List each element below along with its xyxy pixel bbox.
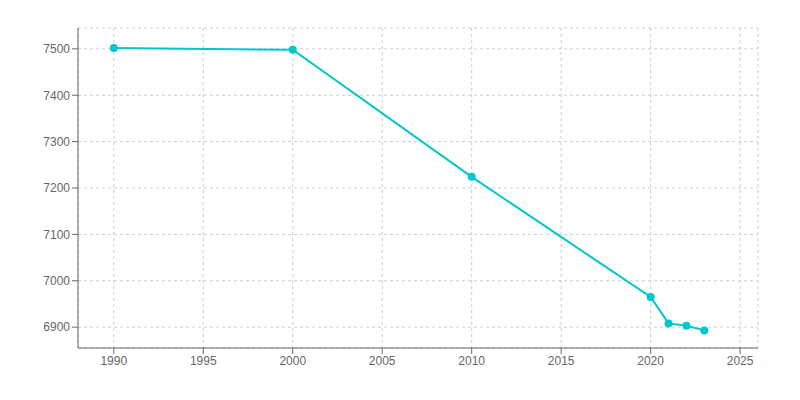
svg-text:2010: 2010	[458, 354, 485, 368]
svg-text:1990: 1990	[100, 354, 127, 368]
svg-text:2000: 2000	[279, 354, 306, 368]
svg-text:2020: 2020	[637, 354, 664, 368]
svg-text:2005: 2005	[369, 354, 396, 368]
svg-text:7400: 7400	[43, 89, 70, 103]
svg-text:7100: 7100	[43, 228, 70, 242]
svg-text:1995: 1995	[190, 354, 217, 368]
svg-text:7200: 7200	[43, 181, 70, 195]
svg-text:7300: 7300	[43, 135, 70, 149]
svg-text:2015: 2015	[548, 354, 575, 368]
svg-text:6900: 6900	[43, 320, 70, 334]
svg-text:7500: 7500	[43, 42, 70, 56]
svg-text:7000: 7000	[43, 274, 70, 288]
svg-text:2025: 2025	[727, 354, 754, 368]
